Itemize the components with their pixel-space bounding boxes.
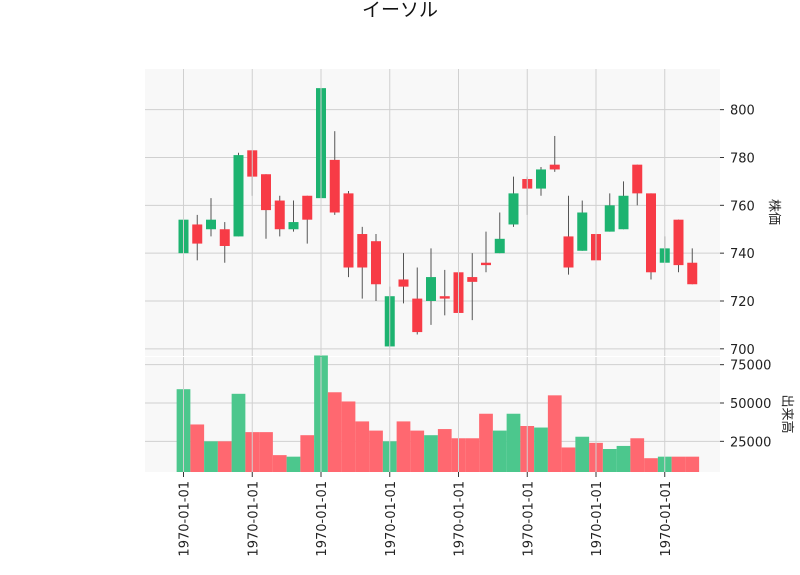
candle-body (371, 241, 381, 285)
price-tick-label: 720 (730, 295, 755, 310)
volume-bar (602, 449, 617, 472)
volume-bar (300, 435, 315, 472)
volume-bar (671, 456, 686, 472)
price-tick-label: 780 (730, 151, 755, 166)
volume-bar (561, 447, 576, 472)
volume-bar (369, 430, 383, 472)
x-tick-label: 1970-01-01 (246, 481, 261, 557)
price-tick-label: 760 (730, 199, 755, 214)
candle-body (618, 195, 629, 230)
candle-body (673, 219, 684, 266)
candle-body (302, 195, 313, 220)
price-tick-label: 700 (730, 343, 755, 358)
volume-bar (644, 458, 658, 472)
candle-body (274, 200, 285, 230)
candle-body (261, 174, 271, 211)
price-axis-label: 株価 (766, 199, 781, 225)
volume-bar (506, 413, 521, 472)
candle-body (481, 262, 491, 266)
candle-body (329, 159, 340, 213)
candle-body (233, 155, 244, 237)
candle-body (687, 262, 698, 285)
volume-bar (575, 436, 590, 472)
volume-bar (630, 438, 645, 472)
candle-body (206, 219, 216, 230)
volume-bar (231, 393, 246, 472)
volume-bar (217, 441, 232, 472)
volume-bar (685, 456, 700, 472)
price-panel-background (145, 69, 720, 356)
volume-bar (616, 445, 631, 472)
volume-bar (286, 456, 301, 472)
x-tick-label: 1970-01-01 (315, 481, 330, 557)
candle-body (357, 234, 368, 268)
x-tick-label: 1970-01-01 (178, 481, 193, 557)
chart-title: イーソル (362, 0, 438, 21)
volume-bar (355, 421, 370, 472)
candle-body (632, 164, 643, 194)
volume-tick-label: 25000 (730, 435, 771, 450)
volume-bar (437, 429, 452, 472)
candle-body (549, 164, 560, 170)
candle-body (646, 193, 656, 273)
volume-bar (272, 455, 287, 472)
volume-bar (410, 430, 425, 472)
volume-bar (204, 441, 218, 472)
candle-body (398, 279, 409, 287)
volume-bar (424, 435, 438, 472)
candle-body (604, 205, 615, 232)
price-tick-label: 740 (730, 247, 755, 262)
volume-bar (259, 432, 273, 472)
x-tick-label: 1970-01-01 (384, 481, 399, 557)
volume-bar (327, 392, 342, 472)
volume-bar (534, 427, 548, 472)
candle-body (288, 222, 299, 230)
candle-body (412, 298, 423, 333)
candle-body (577, 212, 588, 251)
candle-body (467, 277, 478, 282)
x-tick-label: 1970-01-01 (453, 481, 468, 557)
volume-axis-label: 出来高 (779, 394, 795, 433)
volume-bar (492, 430, 507, 472)
candle-body (536, 169, 546, 189)
candle-body (508, 193, 519, 225)
candle-body (343, 193, 354, 268)
volume-tick-label: 50000 (730, 397, 771, 412)
volume-bar (547, 395, 562, 472)
candle-body (494, 238, 505, 254)
volume-bar (479, 413, 493, 472)
volume-bar (190, 424, 205, 472)
candle-body (563, 236, 574, 268)
price-panel: 700 720 740 760 780 800 (145, 69, 755, 358)
volume-bar (341, 401, 356, 472)
x-tick-label: 1970-01-01 (590, 481, 605, 557)
x-tick-label: 1970-01-01 (659, 481, 674, 557)
candle-body (439, 296, 450, 299)
volume-tick-label: 75000 (730, 359, 771, 374)
candle-body (192, 224, 203, 244)
price-tick-label: 800 (730, 104, 755, 119)
candle-body (219, 229, 230, 246)
volume-bar (465, 438, 480, 472)
x-tick-label: 1970-01-01 (521, 481, 536, 557)
candle-body (426, 277, 436, 301)
volume-bar (396, 421, 411, 472)
